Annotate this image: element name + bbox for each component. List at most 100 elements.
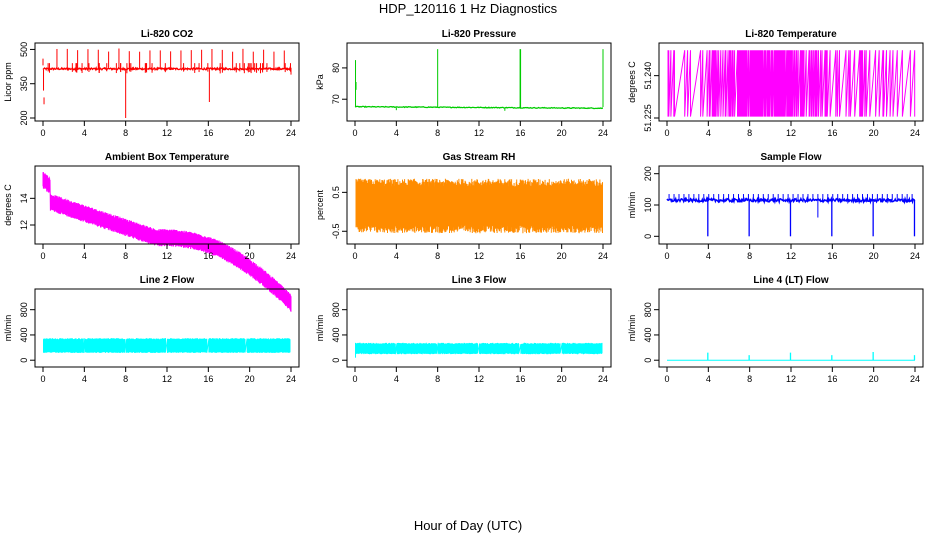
x-tick-label: 20 xyxy=(869,128,879,138)
x-tick-label: 12 xyxy=(786,128,796,138)
series-sample_flow xyxy=(666,194,916,237)
x-tick-label: 8 xyxy=(435,374,440,384)
x-tick-label: 16 xyxy=(827,251,837,261)
x-tick-label: 16 xyxy=(203,251,213,261)
x-tick-label: 24 xyxy=(598,374,608,384)
chart-title: Line 4 (LT) Flow xyxy=(753,275,829,286)
chart-sample_flow: Sample Flow 0 4 8 12 16 20 24 0 100 200 ml/min xyxy=(627,152,924,261)
chart-title: Li-820 Pressure xyxy=(442,29,517,40)
y-tick-label: 0 xyxy=(643,234,653,239)
x-tick-label: 20 xyxy=(245,251,255,261)
x-tick-label: 8 xyxy=(435,251,440,261)
y-tick-label: 12 xyxy=(19,220,29,230)
x-tick-label: 4 xyxy=(706,128,711,138)
x-tick-label: 0 xyxy=(664,374,669,384)
rh-band xyxy=(355,178,603,234)
series-line2 xyxy=(43,338,291,353)
x-tick-label: 16 xyxy=(515,128,525,138)
x-tick-label: 12 xyxy=(162,128,172,138)
plot-frame xyxy=(34,42,300,122)
y-tick-label: 800 xyxy=(643,302,653,317)
chart-line3: Line 3 Flow 0 4 8 12 16 20 24 0 400 800 ml/min xyxy=(315,275,612,384)
y-tick-label: 51.225 xyxy=(643,104,653,132)
x-tick-label: 24 xyxy=(598,128,608,138)
x-tick-label: 0 xyxy=(352,128,357,138)
x-tick-label: 8 xyxy=(747,128,752,138)
x-tick-label: 24 xyxy=(910,251,920,261)
x-tick-label: 16 xyxy=(203,128,213,138)
x-tick-label: 8 xyxy=(747,251,752,261)
x-tick-label: 0 xyxy=(352,251,357,261)
y-tick-label: 70 xyxy=(331,94,341,104)
y-tick-label: 800 xyxy=(19,302,29,317)
series-licor_temp xyxy=(667,50,916,117)
x-tick-label: 4 xyxy=(394,374,399,384)
x-tick-label: 4 xyxy=(706,374,711,384)
x-tick-label: 12 xyxy=(162,251,172,261)
x-tick-label: 20 xyxy=(245,374,255,384)
x-tick-label: 24 xyxy=(286,374,296,384)
x-tick-label: 24 xyxy=(598,251,608,261)
x-tick-label: 20 xyxy=(557,374,567,384)
y-axis-label: kPa xyxy=(315,74,325,90)
y-tick-label: 800 xyxy=(331,302,341,317)
chart-line4: Line 4 (LT) Flow 0 4 8 12 16 20 24 0 400 800 ml/min xyxy=(627,275,924,384)
x-tick-label: 4 xyxy=(82,374,87,384)
y-axis-label: degrees C xyxy=(627,61,637,103)
x-tick-label: 16 xyxy=(515,251,525,261)
page-title: HDP_120116 1 Hz Diagnostics xyxy=(378,1,558,16)
plot-frame xyxy=(346,288,612,368)
chart-title: Li-820 CO2 xyxy=(141,29,194,40)
x-tick-label: 16 xyxy=(203,374,213,384)
chart-title: Line 3 Flow xyxy=(452,275,507,286)
x-tick-label: 4 xyxy=(82,251,87,261)
y-tick-label: 400 xyxy=(19,327,29,342)
x-tick-label: 16 xyxy=(827,374,837,384)
y-tick-label: 0 xyxy=(643,358,653,363)
y-axis-label: ml/min xyxy=(3,315,13,342)
x-tick-label: 0 xyxy=(40,374,45,384)
licor-temp-line xyxy=(667,50,916,117)
x-tick-label: 0 xyxy=(40,251,45,261)
x-tick-label: 8 xyxy=(123,251,128,261)
y-tick-label: -0.5 xyxy=(331,224,341,240)
chart-line2: Line 2 Flow 0 4 8 12 16 20 24 0 400 800 ml/min xyxy=(3,275,300,384)
y-tick-label: 14 xyxy=(19,193,29,203)
x-tick-label: 12 xyxy=(786,251,796,261)
x-tick-label: 4 xyxy=(394,128,399,138)
y-tick-label: 0 xyxy=(19,358,29,363)
x-tick-label: 8 xyxy=(747,374,752,384)
plot-frame xyxy=(346,42,612,122)
x-tick-label: 4 xyxy=(394,251,399,261)
y-tick-label: 51.240 xyxy=(643,62,653,90)
x-tick-label: 20 xyxy=(869,251,879,261)
x-tick-label: 0 xyxy=(664,128,669,138)
x-tick-label: 24 xyxy=(910,128,920,138)
x-tick-label: 16 xyxy=(515,374,525,384)
x-tick-label: 16 xyxy=(827,128,837,138)
plot-frame xyxy=(34,288,300,368)
y-tick-label: 80 xyxy=(331,63,341,73)
y-axis-label: Licor ppm xyxy=(3,62,13,102)
x-tick-label: 0 xyxy=(664,251,669,261)
x-tick-label: 20 xyxy=(869,374,879,384)
x-tick-label: 20 xyxy=(557,251,567,261)
x-tick-label: 0 xyxy=(352,374,357,384)
chart-co2: Li-820 CO2 0 4 8 12 16 20 24 200 350 500 Licor ppm xyxy=(3,29,300,138)
x-axis-title: Hour of Day (UTC) xyxy=(413,518,523,533)
x-tick-label: 24 xyxy=(286,251,296,261)
series-co2 xyxy=(42,48,292,118)
series-line3 xyxy=(355,342,603,358)
y-axis-label: ml/min xyxy=(315,315,325,342)
x-tick-label: 12 xyxy=(474,251,484,261)
y-tick-label: 400 xyxy=(331,327,341,342)
series-line4 xyxy=(667,352,916,361)
chart-title: Line 2 Flow xyxy=(140,275,195,286)
y-axis-label: degrees C xyxy=(3,184,13,226)
y-tick-label: 0 xyxy=(331,358,341,363)
x-tick-label: 8 xyxy=(123,374,128,384)
y-tick-label: 400 xyxy=(643,327,653,342)
series-box_temp xyxy=(42,171,292,312)
line3-band xyxy=(355,342,603,355)
